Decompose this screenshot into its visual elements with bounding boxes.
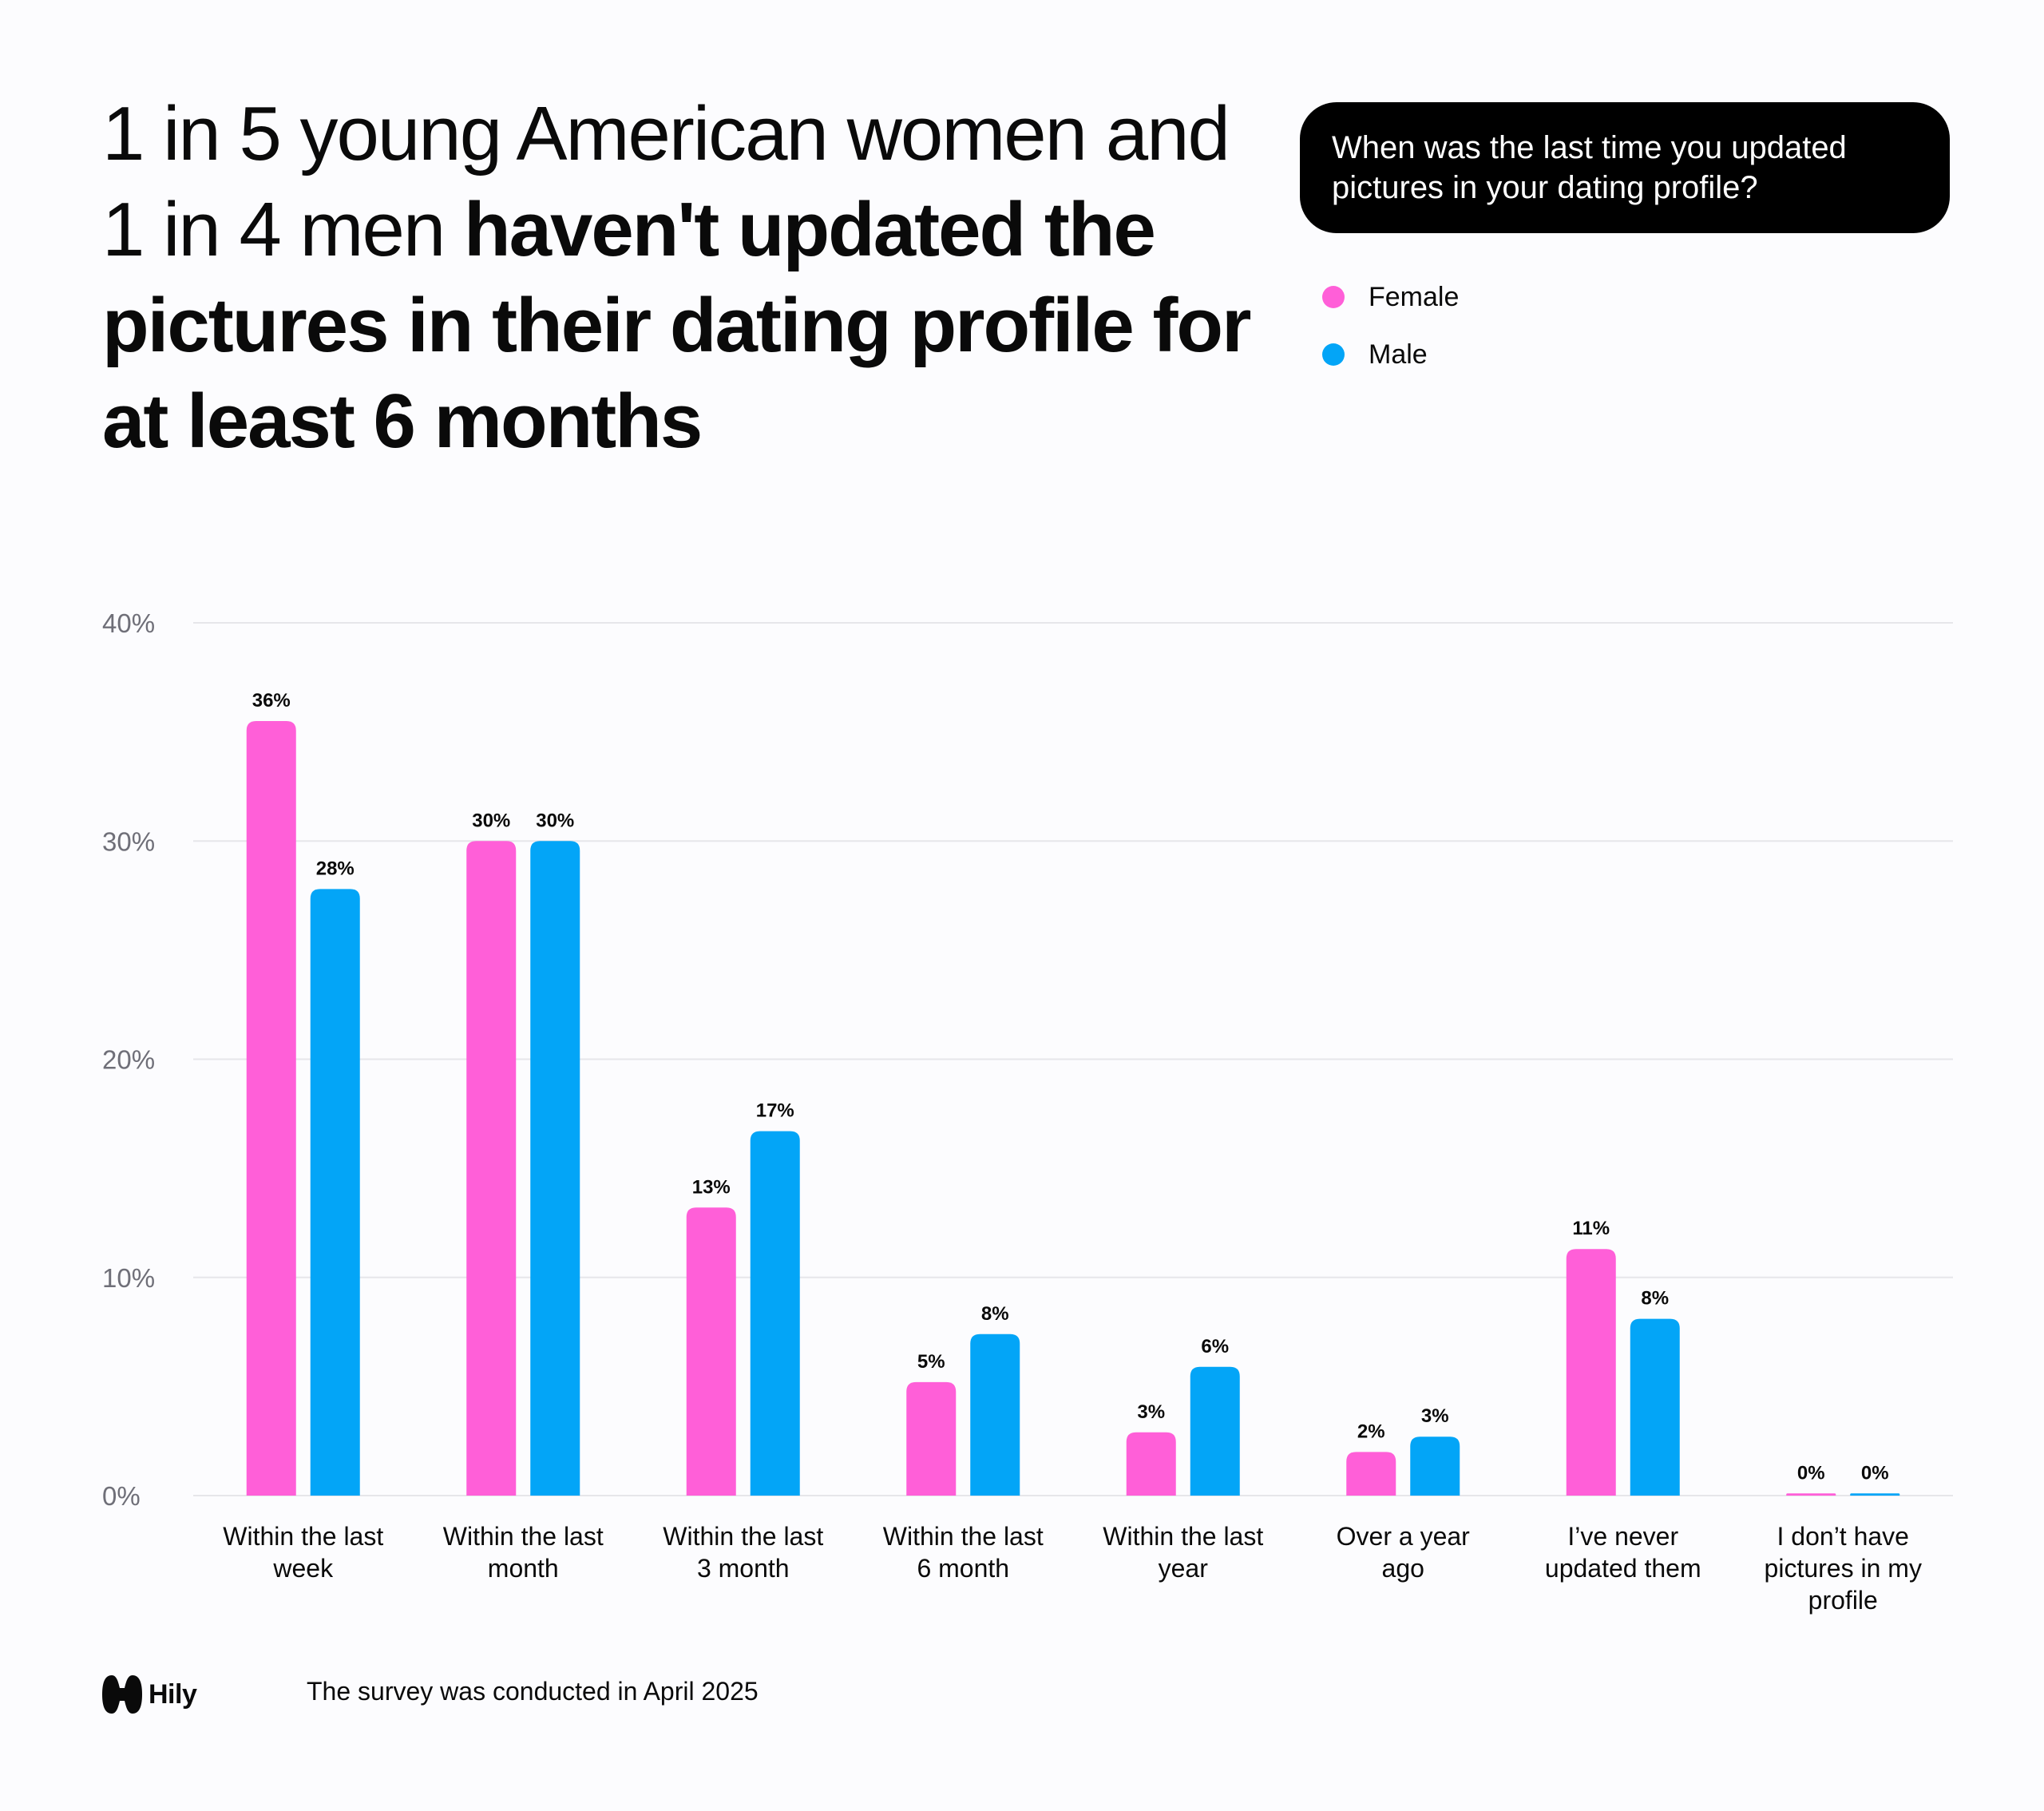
x-category-label-line: month: [488, 1554, 559, 1583]
x-category-label: Over a year ago: [1337, 1522, 1471, 1583]
data-label: 5%: [917, 1351, 945, 1373]
headline-regular: 1 in 5 young American women and 1 in 4 m…: [102, 91, 1230, 272]
y-tick-label: 10%: [102, 1263, 155, 1293]
x-category-label: Within the last week: [223, 1522, 383, 1583]
x-category-label-line: pictures in my: [1765, 1554, 1922, 1583]
bars: [246, 720, 1900, 1496]
legend-label-female: Female: [1369, 281, 1460, 312]
headline-bold: haven't updated the pictures in their da…: [102, 187, 1251, 464]
legend-item-female: Female: [1322, 268, 1459, 326]
x-category-label-line: year: [1159, 1554, 1209, 1583]
data-label: 36%: [252, 690, 291, 711]
bar-male: [1850, 1493, 1900, 1496]
x-category-label: Within the last month: [443, 1522, 604, 1583]
y-tick-label: 40%: [102, 608, 155, 638]
x-category-label-line: Within the last: [223, 1522, 383, 1551]
data-label: 2%: [1357, 1421, 1385, 1442]
x-category-label-line: I’ve never: [1567, 1522, 1678, 1551]
bar-chart: 0% 10% 20% 30% 40% 36% 28% 30% 30% 13% 17% 5% 8% 3% 6…: [102, 608, 1953, 1615]
bar-male: [1630, 1318, 1680, 1496]
legend-label-male: Male: [1369, 339, 1428, 370]
legend: Female Male: [1322, 268, 1459, 383]
x-category-label: Within the last 6 month: [883, 1522, 1044, 1583]
x-category-label-line: I don’t have: [1777, 1522, 1909, 1551]
x-category-label-line: week: [272, 1554, 334, 1583]
bar-female: [1126, 1432, 1176, 1496]
x-category-label-line: Within the last: [443, 1522, 604, 1551]
data-label: 3%: [1421, 1405, 1449, 1427]
bar-male: [750, 1131, 800, 1496]
data-label: 11%: [1572, 1218, 1610, 1239]
bar-female: [1786, 1493, 1836, 1496]
x-category-label-line: profile: [1808, 1586, 1878, 1615]
data-label: 13%: [692, 1176, 731, 1198]
x-category-label-line: 3 month: [697, 1554, 790, 1583]
male-dot-icon: [1322, 343, 1345, 366]
data-label: 6%: [1201, 1336, 1229, 1357]
x-category-label: Within the last 3 month: [663, 1522, 823, 1583]
x-category-label-line: 6 month: [917, 1554, 1009, 1583]
bar-female: [686, 1207, 736, 1496]
x-category-label: I don’t have pictures in my profile: [1765, 1522, 1922, 1615]
x-category-label: Within the last year: [1103, 1522, 1263, 1583]
hily-logo: Hily: [102, 1675, 197, 1714]
x-category-label-line: Within the last: [1103, 1522, 1263, 1551]
bar-male: [1190, 1366, 1240, 1496]
bar-female: [1346, 1452, 1396, 1496]
bar-male: [970, 1333, 1020, 1496]
data-label: 30%: [536, 810, 574, 831]
data-label: 8%: [1641, 1288, 1669, 1310]
bar-female: [246, 720, 296, 1496]
y-tick-label: 20%: [102, 1045, 155, 1075]
data-label: 28%: [316, 858, 355, 879]
data-label: 8%: [981, 1303, 1009, 1325]
brand-name: Hily: [149, 1678, 197, 1710]
bar-female: [906, 1381, 957, 1496]
data-label: 0%: [1861, 1462, 1889, 1484]
y-tick-label: 0%: [102, 1481, 141, 1511]
data-label: 3%: [1137, 1401, 1165, 1423]
x-category-label: I’ve never updated them: [1545, 1522, 1701, 1583]
hily-logo-icon: [102, 1675, 142, 1714]
survey-footnote: The survey was conducted in April 2025: [307, 1677, 759, 1706]
headline: 1 in 5 young American women and 1 in 4 m…: [102, 86, 1268, 470]
y-tick-label: 30%: [102, 826, 155, 856]
bar-male: [1410, 1437, 1460, 1496]
x-category-label-line: ago: [1382, 1554, 1424, 1583]
data-label: 30%: [472, 810, 510, 831]
data-label: 17%: [756, 1100, 794, 1122]
x-category-label-line: Over a year: [1337, 1522, 1471, 1551]
bar-female: [1566, 1249, 1616, 1496]
x-category-label-line: Within the last: [883, 1522, 1044, 1551]
data-label: 0%: [1797, 1462, 1825, 1484]
x-category-label-line: Within the last: [663, 1522, 823, 1551]
x-category-label-line: updated them: [1545, 1554, 1701, 1583]
bar-male: [310, 889, 360, 1496]
bar-male: [530, 841, 580, 1496]
data-labels: 36% 28% 30% 30% 13% 17% 5% 8% 3% 6% 2% 3% 11% 8% 0% 0%: [252, 690, 1889, 1484]
female-dot-icon: [1322, 286, 1345, 308]
bar-female: [466, 841, 517, 1496]
survey-question-box: When was the last time you updated pictu…: [1300, 102, 1950, 233]
legend-item-male: Male: [1322, 326, 1459, 383]
